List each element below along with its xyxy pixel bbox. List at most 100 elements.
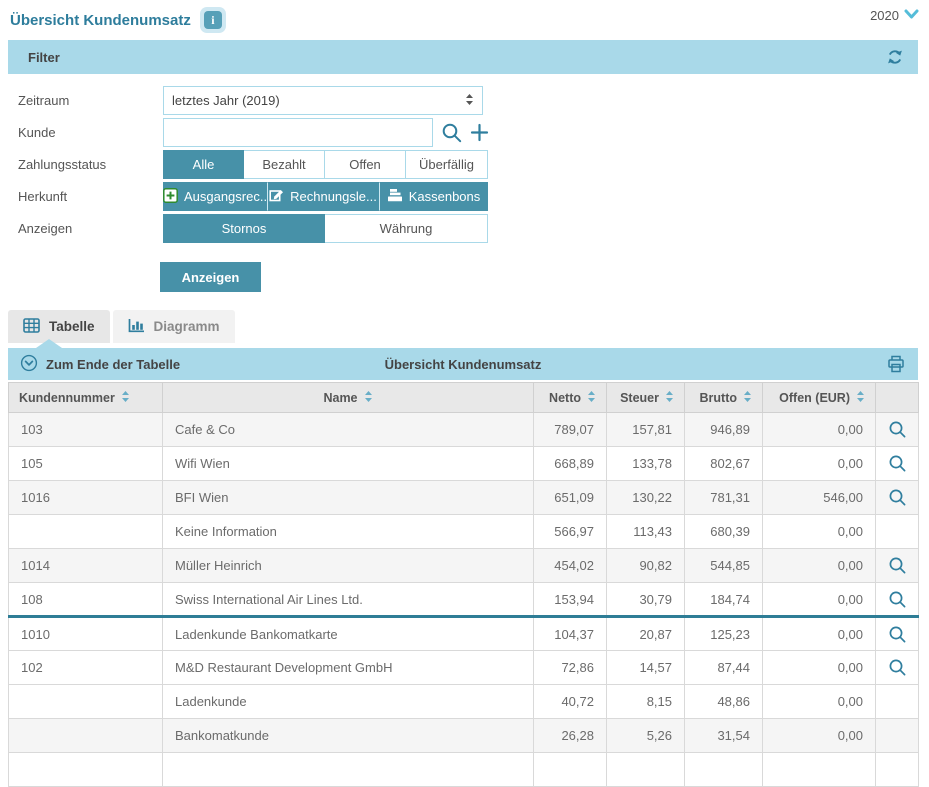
- cell-steuer: 90,82: [606, 548, 685, 583]
- title-wrap: Übersicht Kundenumsatz i: [10, 7, 226, 33]
- zahlungsstatus-option-ueberfaellig[interactable]: Überfällig: [406, 150, 488, 179]
- edit-icon: [269, 188, 284, 205]
- col-header-steuer[interactable]: Steuer: [606, 382, 685, 413]
- view-tabs: Tabelle Diagramm: [8, 310, 929, 343]
- cell-detail: [875, 718, 919, 753]
- herkunft-option-kassenbons[interactable]: Kassenbons: [379, 182, 488, 211]
- row-search-icon[interactable]: [888, 625, 907, 644]
- table-row: 102 M&D Restaurant Development GmbH 72,86 1…: [8, 650, 919, 685]
- cell-steuer: 133,78: [606, 446, 685, 481]
- sort-icon[interactable]: [121, 390, 130, 406]
- tab-tabelle[interactable]: Tabelle: [8, 310, 110, 343]
- jump-to-end-link[interactable]: Zum Ende der Tabelle: [20, 354, 180, 375]
- cell-kundennummer: 105: [8, 446, 163, 481]
- cell-kundennummer: [8, 752, 163, 787]
- anzeigen-submit-button[interactable]: Anzeigen: [160, 262, 261, 292]
- cell-netto: 104,37: [533, 616, 607, 651]
- kunde-row: Kunde: [18, 118, 918, 147]
- cell-kundennummer: 1016: [8, 480, 163, 515]
- zeitraum-select[interactable]: letztes Jahr (2019): [163, 86, 483, 115]
- filter-panel: Filter Zeitraum letztes Jahr (2019) Kund…: [8, 40, 918, 306]
- cell-brutto: [684, 752, 763, 787]
- cell-detail: [875, 446, 919, 481]
- cell-offen: 0,00: [762, 548, 876, 583]
- cell-steuer: 20,87: [606, 616, 685, 651]
- cell-name: Müller Heinrich: [162, 548, 534, 583]
- row-search-icon[interactable]: [888, 590, 907, 609]
- col-header-name[interactable]: Name: [162, 382, 534, 413]
- cell-steuer: [606, 752, 685, 787]
- refresh-icon[interactable]: [885, 47, 905, 67]
- anzeigen-option-stornos[interactable]: Stornos: [163, 214, 325, 243]
- sort-icon[interactable]: [856, 390, 865, 406]
- cell-name: Cafe & Co: [162, 412, 534, 447]
- cell-netto: 153,94: [533, 582, 607, 618]
- cell-name: M&D Restaurant Development GmbH: [162, 650, 534, 685]
- row-search-icon[interactable]: [888, 658, 907, 677]
- kunde-input[interactable]: [163, 118, 433, 147]
- select-arrows-icon: [465, 93, 474, 109]
- add-customer-icon[interactable]: [470, 123, 489, 142]
- table-title: Übersicht Kundenumsatz: [384, 356, 542, 372]
- cell-netto: 566,97: [533, 514, 607, 549]
- cell-offen: 0,00: [762, 718, 876, 753]
- print-icon[interactable]: [886, 354, 906, 374]
- zahlungsstatus-option-bezahlt[interactable]: Bezahlt: [244, 150, 325, 179]
- col-header-brutto[interactable]: Brutto: [684, 382, 763, 413]
- table-toolbar: Übersicht Kundenumsatz Zum Ende der Tabe…: [8, 339, 918, 380]
- col-header-kundennummer[interactable]: Kundennummer: [8, 382, 163, 413]
- table-row: Ladenkunde 40,72 8,15 48,86 0,00: [8, 684, 919, 719]
- info-icon[interactable]: i: [199, 7, 226, 33]
- cell-detail: [875, 480, 919, 515]
- cell-netto: 454,02: [533, 548, 607, 583]
- page-title: Übersicht Kundenumsatz: [10, 11, 191, 29]
- zahlungsstatus-option-alle[interactable]: Alle: [163, 150, 244, 179]
- zeitraum-row: Zeitraum letztes Jahr (2019): [18, 86, 918, 115]
- bar-chart-icon: [128, 318, 145, 336]
- cell-detail: [875, 548, 919, 583]
- cell-steuer: 30,79: [606, 582, 685, 618]
- sort-icon[interactable]: [587, 390, 596, 406]
- col-header-netto[interactable]: Netto: [533, 382, 607, 413]
- anzeigen-row: Anzeigen Stornos Währung: [18, 214, 918, 243]
- zahlungsstatus-option-offen[interactable]: Offen: [325, 150, 406, 179]
- cell-name: Bankomatkunde: [162, 718, 534, 753]
- search-icon[interactable]: [441, 122, 463, 144]
- cell-name: Ladenkunde Bankomatkarte: [162, 616, 534, 651]
- row-search-icon[interactable]: [888, 420, 907, 439]
- cell-offen: 0,00: [762, 514, 876, 549]
- herkunft-option-rechnungslegung[interactable]: Rechnungsle...: [267, 182, 379, 211]
- row-search-icon[interactable]: [888, 556, 907, 575]
- cell-brutto: 544,85: [684, 548, 763, 583]
- herkunft-label: Herkunft: [18, 189, 68, 204]
- cell-kundennummer: 108: [8, 582, 163, 618]
- anzeigen-option-waehrung[interactable]: Währung: [325, 214, 488, 243]
- cell-kundennummer: [8, 514, 163, 549]
- row-search-icon[interactable]: [888, 454, 907, 473]
- cell-brutto: 87,44: [684, 650, 763, 685]
- filter-title: Filter: [28, 49, 60, 65]
- cell-brutto: 48,86: [684, 684, 763, 719]
- tab-diagramm[interactable]: Diagramm: [112, 310, 235, 343]
- cell-kundennummer: 1010: [8, 616, 163, 651]
- year-selector[interactable]: 2020: [870, 8, 919, 23]
- cell-steuer: 113,43: [606, 514, 685, 549]
- table-row: 1014 Müller Heinrich 454,02 90,82 544,85 0,00: [8, 548, 919, 583]
- cell-offen: [762, 752, 876, 787]
- cell-netto: 72,86: [533, 650, 607, 685]
- cell-kundennummer: [8, 684, 163, 719]
- cell-detail: [875, 752, 919, 787]
- filter-header: Filter: [8, 40, 918, 74]
- cell-brutto: 680,39: [684, 514, 763, 549]
- sort-icon[interactable]: [665, 390, 674, 406]
- cash-register-icon: [387, 188, 403, 205]
- sort-icon[interactable]: [743, 390, 752, 406]
- row-search-icon[interactable]: [888, 488, 907, 507]
- col-header-offen[interactable]: Offen (EUR): [762, 382, 876, 413]
- sort-icon[interactable]: [364, 390, 373, 406]
- top-bar: Übersicht Kundenumsatz i 2020: [0, 0, 929, 40]
- cell-steuer: 5,26: [606, 718, 685, 753]
- table-row: 105 Wifi Wien 668,89 133,78 802,67 0,00: [8, 446, 919, 481]
- herkunft-option-ausgangsrechnungen[interactable]: Ausgangsrec..: [163, 182, 267, 211]
- cell-name: BFI Wien: [162, 480, 534, 515]
